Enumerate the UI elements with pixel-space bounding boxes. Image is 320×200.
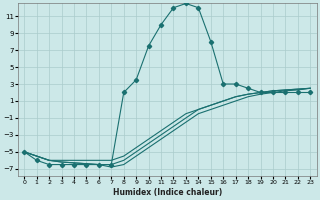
X-axis label: Humidex (Indice chaleur): Humidex (Indice chaleur): [113, 188, 222, 197]
